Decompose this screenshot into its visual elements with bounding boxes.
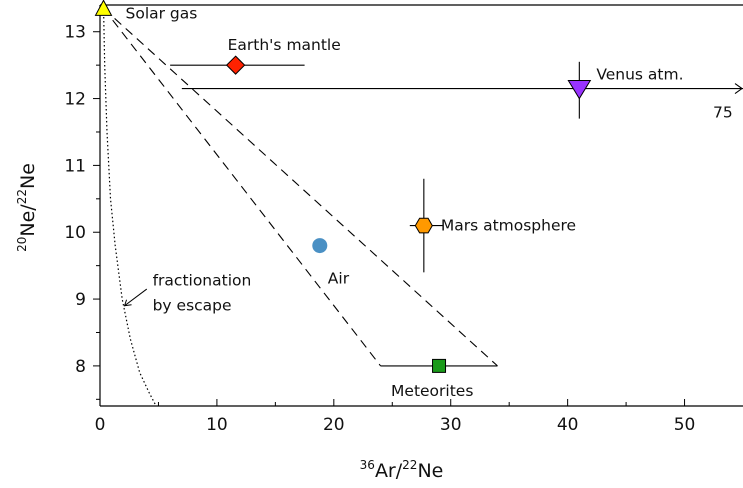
y-tick-label-13: 13 <box>64 23 86 43</box>
earth-s-mantle-label: Earth's mantle <box>228 36 341 54</box>
fractionation-pointer <box>124 288 148 307</box>
fractionation-arrowhead <box>123 299 132 307</box>
fractionation-curve <box>102 4 157 407</box>
x-tick-label-50: 50 <box>674 415 696 435</box>
plot-frame <box>99 4 743 407</box>
x-title-sup1: 36 <box>360 458 375 472</box>
mixing-line-1 <box>103 7 498 367</box>
x-tick-label-0: 0 <box>95 415 106 435</box>
venus-atm--marker <box>567 80 592 100</box>
y-tick-label-10: 10 <box>64 223 86 243</box>
y-title-sup2: 22 <box>15 189 29 204</box>
x-title-main2: Ne <box>417 460 443 482</box>
y-title-sup1: 20 <box>15 237 29 252</box>
fractionation-label-2: by escape <box>153 297 232 315</box>
y-tick-label-12: 12 <box>64 90 86 110</box>
meteorites-label: Meteorites <box>391 382 473 400</box>
x-tick-label-40: 40 <box>557 415 579 435</box>
air-label: Air <box>328 270 350 288</box>
mixing-line-0 <box>103 8 382 367</box>
y-title-main1: Ne/ <box>17 204 39 237</box>
fractionation-label-1: fractionation <box>153 272 252 290</box>
annotations-layer: Solar gas Earth's mantle Venus atm. Mars at… <box>123 4 743 400</box>
venus-atm--label: Venus atm. <box>596 66 683 84</box>
meteorites-marker <box>432 358 447 373</box>
air-marker <box>312 238 328 254</box>
mars-atmosphere-label: Mars atmosphere <box>441 217 576 235</box>
mars-atmosphere-marker <box>414 217 433 234</box>
y-tick-label-9: 9 <box>75 290 86 310</box>
solar-gas-marker <box>94 0 113 16</box>
ticks-layer: 0 10 20 30 40 50 8 9 10 11 12 13 <box>64 23 695 435</box>
markers-layer <box>94 0 592 373</box>
y-tick-label-8: 8 <box>75 357 86 377</box>
venus-arrow-value: 75 <box>713 104 733 122</box>
x-tick-label-30: 30 <box>440 415 462 435</box>
y-title-main2: Ne <box>17 163 39 189</box>
x-title-main1: Ar/ <box>375 460 403 482</box>
error-bars-layer <box>170 61 743 367</box>
curves-layer <box>102 4 498 407</box>
solar-gas-label: Solar gas <box>126 4 198 22</box>
x-title-sup2: 22 <box>402 458 417 472</box>
x-axis-title: 36Ar/22Ne <box>360 458 444 482</box>
y-tick-label-11: 11 <box>64 156 86 176</box>
y-axis-title: 20Ne/22Ne <box>15 163 39 252</box>
earth-s-mantle-marker <box>225 55 246 75</box>
x-tick-label-20: 20 <box>323 415 345 435</box>
x-tick-label-10: 10 <box>206 415 228 435</box>
venus-arrowhead <box>734 83 743 94</box>
